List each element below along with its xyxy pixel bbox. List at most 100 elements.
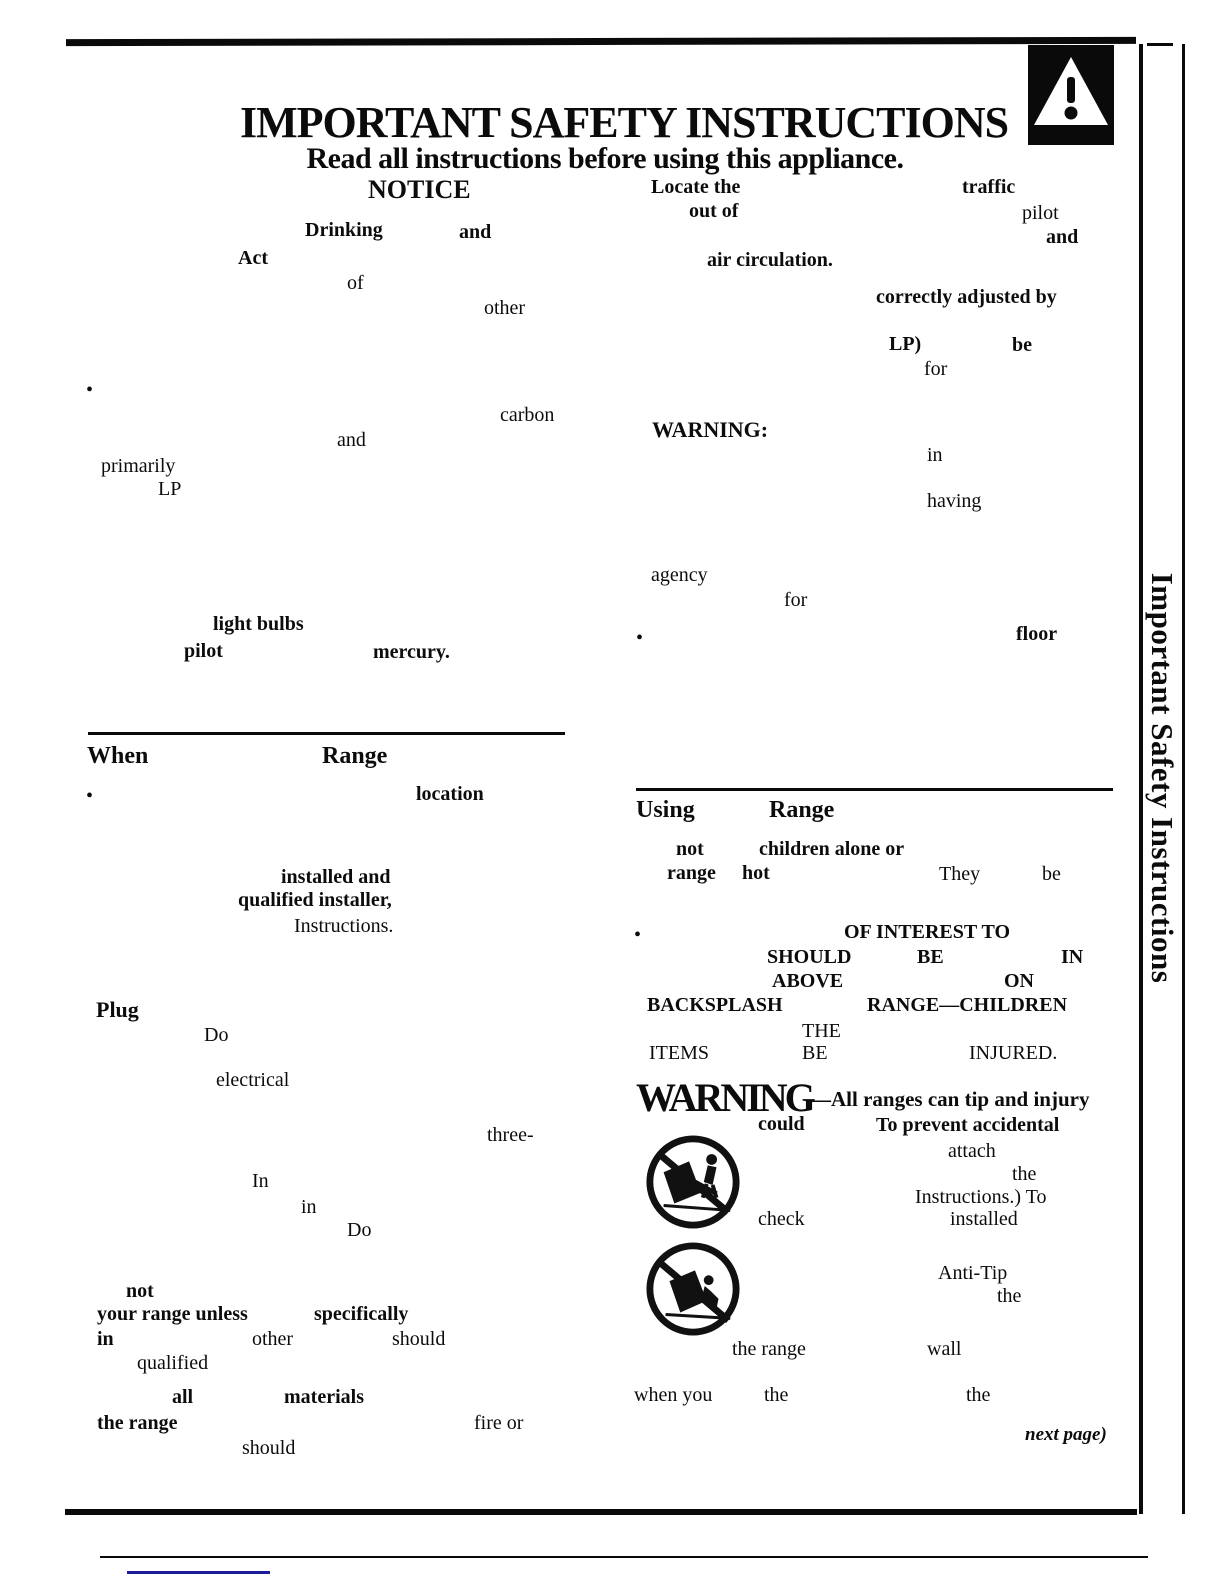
text-fragment: THE (802, 1020, 841, 1042)
tip-over-door-icon (644, 1133, 742, 1231)
text-fragment: check (758, 1208, 805, 1230)
sidebar-left-rule (1139, 44, 1143, 1514)
text-fragment: the range (97, 1412, 178, 1434)
text-fragment: having (927, 490, 982, 512)
text-fragment: installed (950, 1208, 1018, 1230)
text-fragment: mercury. (373, 641, 450, 663)
text-fragment: LP (158, 478, 182, 500)
page-title: IMPORTANT SAFETY INSTRUCTIONS (240, 98, 1009, 148)
text-fragment: not (126, 1280, 154, 1302)
text-fragment: should (242, 1437, 296, 1459)
text-fragment: out of (689, 200, 739, 222)
text-fragment: be (1042, 863, 1061, 885)
text-fragment: qualified installer, (238, 889, 392, 911)
bullet: • (86, 379, 94, 401)
left-column-divider (88, 732, 565, 735)
footer-rule (100, 1556, 1148, 1558)
text-fragment: and (337, 429, 366, 451)
text-fragment: wall (927, 1338, 962, 1360)
text-fragment: Do (347, 1219, 372, 1241)
text-fragment: OF INTEREST TO (844, 921, 1010, 943)
text-fragment: Drinking (305, 219, 383, 241)
sidebar-top-tick (1147, 43, 1173, 46)
bullet: • (86, 785, 94, 807)
text-fragment: ITEMS (649, 1042, 709, 1064)
text-fragment: Act (238, 247, 268, 269)
text-fragment: carbon (500, 404, 555, 426)
text-fragment: INJURED. (969, 1042, 1058, 1064)
bottom-border-rule (65, 1509, 1137, 1515)
tip-over-fall-icon (644, 1240, 742, 1338)
section-heading: Range (322, 743, 388, 769)
text-fragment: correctly adjusted by (876, 286, 1057, 308)
text-fragment: ABOVE (772, 970, 844, 992)
text-fragment: Do (204, 1024, 229, 1046)
bullet: • (636, 627, 644, 649)
text-fragment: traffic (962, 176, 1016, 198)
section-heading: Range (769, 797, 835, 823)
text-fragment: ON (1004, 970, 1034, 992)
text-fragment: of (347, 272, 364, 294)
text-fragment: qualified (137, 1352, 209, 1374)
next-page-note: next page) (1025, 1424, 1107, 1445)
text-fragment: and (1046, 226, 1079, 248)
text-fragment: agency (651, 564, 708, 586)
text-fragment: To prevent accidental (876, 1114, 1060, 1136)
text-fragment: hot (742, 862, 770, 884)
sidebar-vertical-label: Important Safety Instructions (1145, 572, 1180, 984)
bullet: • (634, 924, 642, 946)
text-fragment: could (758, 1113, 805, 1135)
notice-heading: NOTICE (368, 175, 471, 204)
text-fragment: children alone or (759, 838, 905, 860)
text-fragment: fire or (474, 1412, 524, 1434)
right-column-divider (636, 788, 1113, 791)
warning-heading: WARNING (636, 1075, 816, 1120)
text-fragment: in (301, 1196, 317, 1218)
text-fragment: for (924, 358, 948, 380)
text-fragment: floor (1016, 623, 1058, 645)
text-fragment: Anti-Tip (938, 1262, 1008, 1284)
text-fragment: light bulbs (213, 613, 304, 635)
text-fragment: attach (948, 1140, 996, 1162)
footer-accent-line (127, 1571, 270, 1574)
text-fragment: pilot (184, 640, 223, 662)
page-subtitle: Read all instructions before using this … (306, 141, 904, 175)
text-fragment: location (416, 783, 484, 805)
text-fragment: other (252, 1328, 294, 1350)
text-fragment: all (172, 1386, 194, 1408)
text-fragment: the (764, 1384, 789, 1406)
text-fragment: —All ranges can tip and injury (810, 1087, 1090, 1111)
text-fragment: LP) (889, 333, 922, 355)
text-fragment: primarily (101, 455, 176, 477)
text-fragment: BACKSPLASH (647, 994, 783, 1016)
text-fragment: the (966, 1384, 991, 1406)
text-fragment: They (939, 863, 981, 885)
text-fragment: should (392, 1328, 446, 1350)
text-fragment: IN (1061, 946, 1084, 968)
text-fragment: SHOULD (767, 946, 852, 968)
text-fragment: electrical (216, 1069, 290, 1091)
text-fragment: the (997, 1285, 1022, 1307)
text-fragment: the range (732, 1338, 806, 1360)
text-fragment: Locate the (651, 176, 741, 198)
text-fragment: Instructions.) To (915, 1186, 1047, 1208)
text-fragment: three- (487, 1124, 534, 1146)
text-fragment: other (484, 297, 526, 319)
text-fragment: materials (284, 1386, 364, 1408)
plug-label: Plug (96, 997, 139, 1022)
text-fragment: be (1012, 334, 1032, 356)
text-fragment: In (252, 1170, 269, 1192)
text-fragment: Instructions. (294, 915, 394, 937)
section-heading: When (87, 743, 149, 769)
text-fragment: not (676, 838, 704, 860)
text-fragment: the (1012, 1163, 1037, 1185)
text-fragment: and (459, 221, 492, 243)
text-fragment: for (784, 589, 808, 611)
alert-triangle-icon (1028, 45, 1114, 145)
warning-label: WARNING: (652, 417, 769, 442)
top-border-rule (65, 36, 1137, 47)
text-fragment: range (667, 862, 716, 884)
text-fragment: in (97, 1328, 114, 1350)
text-fragment: RANGE—CHILDREN (867, 994, 1068, 1016)
